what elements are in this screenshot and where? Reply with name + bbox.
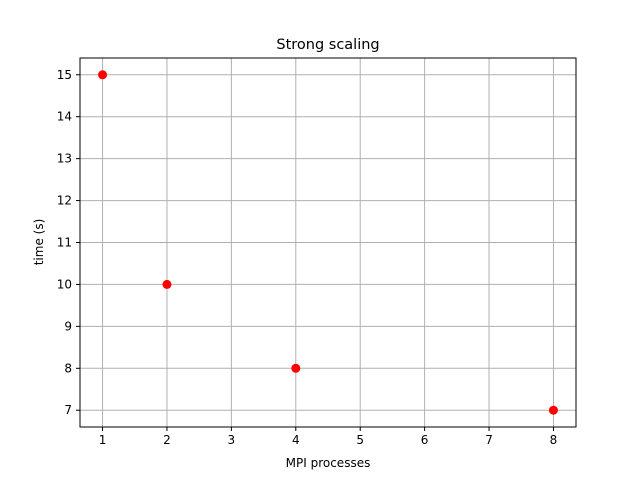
y-tick-label: 13 [57, 152, 72, 166]
data-point [548, 405, 558, 415]
x-axis-label: MPI processes [286, 456, 371, 470]
y-tick-label: 15 [57, 68, 72, 82]
x-tick-label: 6 [421, 433, 429, 447]
y-axis-label: time (s) [32, 219, 46, 266]
chart-title: Strong scaling [276, 37, 379, 53]
y-axis-ticks: 7 8 9 10 11 12 13 14 15 [57, 68, 80, 417]
y-tick-label: 10 [57, 277, 72, 291]
x-axis-ticks: 1 2 3 4 5 6 7 8 [99, 427, 558, 447]
y-tick-label: 9 [64, 319, 72, 333]
y-tick-label: 11 [57, 236, 72, 250]
x-tick-label: 7 [485, 433, 493, 447]
data-point [291, 363, 301, 373]
x-tick-label: 3 [228, 433, 236, 447]
y-tick-label: 7 [64, 403, 72, 417]
data-points [98, 70, 558, 415]
y-tick-label: 12 [57, 194, 72, 208]
x-tick-label: 4 [292, 433, 300, 447]
y-tick-label: 8 [64, 361, 72, 375]
y-tick-label: 14 [57, 110, 72, 124]
x-tick-label: 8 [550, 433, 558, 447]
data-point [162, 279, 172, 289]
x-tick-label: 5 [356, 433, 364, 447]
x-tick-label: 1 [99, 433, 107, 447]
data-point [98, 70, 108, 80]
x-tick-label: 2 [163, 433, 171, 447]
